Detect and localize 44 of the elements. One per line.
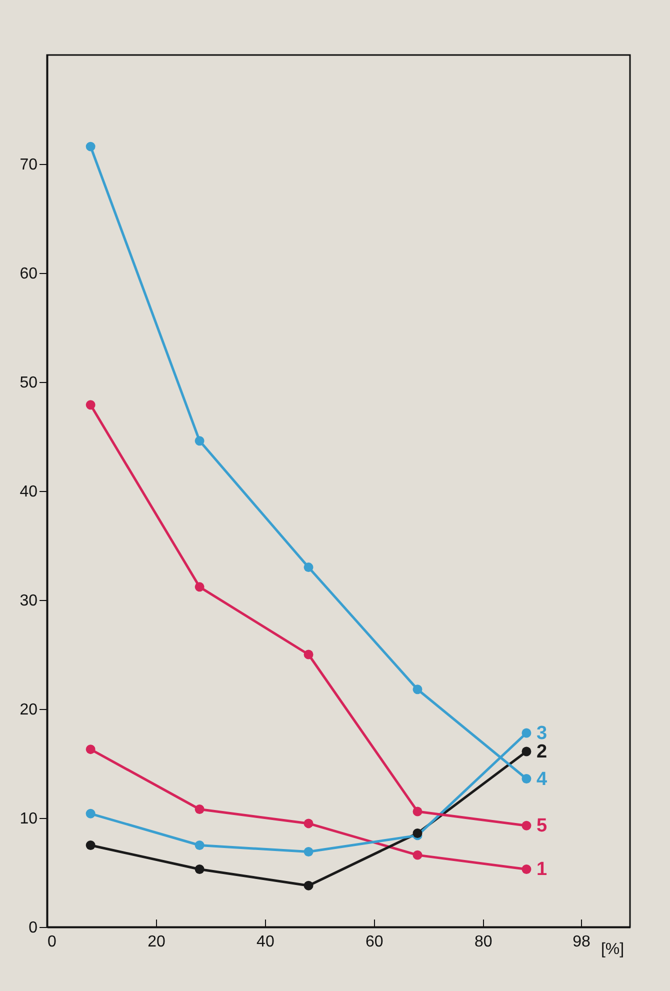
series-label: 2 — [536, 742, 548, 763]
x-axis-title: [%] — [600, 941, 624, 958]
point — [412, 684, 422, 694]
point — [412, 850, 422, 860]
point — [522, 728, 532, 738]
point — [304, 880, 314, 890]
point — [412, 806, 422, 816]
point — [304, 562, 314, 572]
x-tick-label: 60 — [366, 934, 384, 950]
series-label: 5 — [536, 816, 548, 837]
y-tick-label: 20 — [20, 702, 38, 718]
x-tick-label: 80 — [474, 934, 492, 950]
x-tick-label: 20 — [148, 934, 166, 950]
point — [304, 847, 314, 857]
point — [194, 582, 204, 592]
point — [194, 864, 204, 874]
point — [304, 818, 314, 828]
y-tick-label: 10 — [20, 810, 38, 828]
point — [522, 746, 532, 756]
x-tick-label: 98 — [572, 934, 590, 950]
y-tick-label: 0 — [28, 920, 38, 936]
x-tick-label: 0 — [48, 934, 56, 950]
y-tick-label: 70 — [20, 156, 38, 174]
point — [522, 774, 532, 784]
point — [86, 840, 96, 850]
point — [86, 142, 96, 152]
point — [522, 864, 532, 874]
point — [194, 804, 204, 814]
point — [522, 820, 532, 830]
point — [194, 840, 204, 850]
point — [86, 400, 96, 410]
point — [304, 650, 314, 660]
point — [412, 828, 422, 838]
x-tick-label: 40 — [256, 934, 274, 950]
y-tick-label: 60 — [20, 266, 38, 282]
y-tick-label: 50 — [20, 374, 38, 392]
point — [86, 744, 96, 754]
point — [194, 436, 204, 446]
series-label: 1 — [536, 859, 548, 880]
y-tick-label: 40 — [20, 484, 38, 500]
series-label: 3 — [536, 722, 548, 744]
y-tick-label: 30 — [20, 592, 38, 610]
series-label: 4 — [536, 768, 548, 790]
point — [86, 808, 96, 818]
